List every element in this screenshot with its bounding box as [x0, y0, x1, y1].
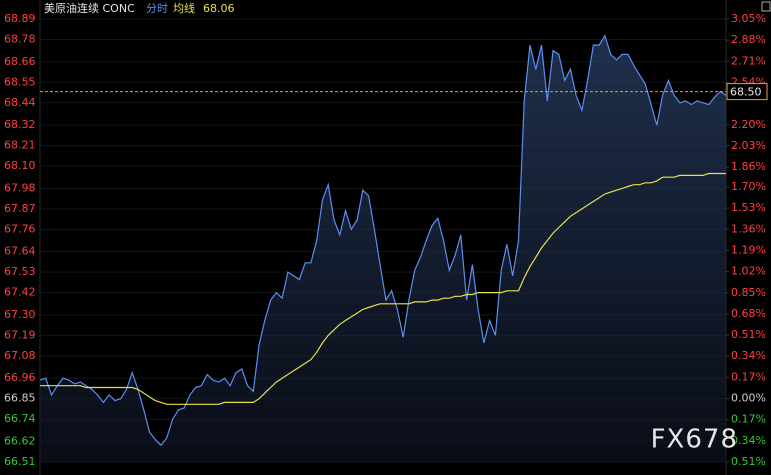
y-tick-label: 67.64	[4, 245, 36, 258]
icon[interactable]	[761, 1, 771, 12]
y-tick-label: 67.87	[4, 202, 36, 215]
y2-tick-label: 0.17%	[731, 413, 766, 426]
y2-tick-label: 2.71%	[731, 54, 766, 67]
y2-tick-label: 1.53%	[731, 201, 766, 214]
y-tick-label: 67.42	[4, 286, 36, 299]
y-tick-label: 68.78	[4, 32, 36, 45]
y-tick-label: 68.21	[4, 139, 36, 152]
y2-tick-label: 1.36%	[731, 222, 766, 235]
y2-tick-label: 1.19%	[731, 243, 766, 256]
y2-tick-label: 0.68%	[731, 307, 766, 320]
y2-tick-label: 1.86%	[731, 160, 766, 173]
y2-tick-label: 2.20%	[731, 118, 766, 131]
y-tick-label: 67.19	[4, 328, 36, 341]
y-tick-label: 68.44	[4, 96, 36, 109]
series-label: 分时	[146, 2, 168, 15]
y-tick-label: 68.55	[4, 75, 36, 88]
plot	[39, 34, 727, 463]
y-tick-label: 67.53	[4, 265, 36, 278]
y2-tick-label: 3.05%	[731, 12, 766, 25]
y-tick-label: 66.96	[4, 371, 36, 384]
last-price-box	[726, 83, 768, 101]
y-tick-label: 66.85	[4, 392, 36, 405]
y-tick-label: 67.76	[4, 222, 36, 235]
y-tick-label: 67.30	[4, 308, 36, 321]
y2-tick-label: 0.00%	[731, 392, 766, 405]
y2-tick-label: 1.02%	[731, 265, 766, 278]
y2-tick-label: 0.51%	[731, 328, 766, 341]
line	[39, 34, 727, 447]
y2-tick-label: 0.34%	[731, 434, 766, 447]
avg-value: 68.06	[203, 2, 235, 15]
y-tick-label: 68.32	[4, 118, 36, 131]
y-tick-label: 66.51	[4, 455, 36, 468]
watermark: FX678	[651, 425, 738, 455]
y2-tick-label: 0.34%	[731, 349, 766, 362]
y-tick-label: 68.66	[4, 55, 36, 68]
y-tick-label: 68.10	[4, 159, 36, 172]
y2-tick-label: 0.51%	[731, 455, 766, 468]
last-price-label: 68.50	[730, 86, 762, 99]
y-tick-label: 68.89	[4, 12, 36, 25]
y-tick-label: 67.08	[4, 349, 36, 362]
chart-title: 美原油连续 CONC	[44, 1, 135, 15]
area	[40, 35, 726, 463]
y2-tick-label: 0.17%	[731, 370, 766, 383]
y-tick-label: 67.98	[4, 181, 36, 194]
avg-label: 均线	[173, 1, 195, 15]
line	[40, 172, 726, 405]
axes: 68.89 68.78 68.66 68.55 68.44 68.32 68.21 68.10…	[4, 12, 768, 468]
y2-tick-label: 0.85%	[731, 286, 766, 299]
y2-tick-label: 1.70%	[731, 180, 766, 193]
y2-tick-label: 2.88%	[731, 33, 766, 46]
y-tick-label: 66.74	[4, 412, 36, 425]
y2-tick-label: 2.03%	[731, 139, 766, 152]
y-tick-label: 66.62	[4, 435, 36, 448]
